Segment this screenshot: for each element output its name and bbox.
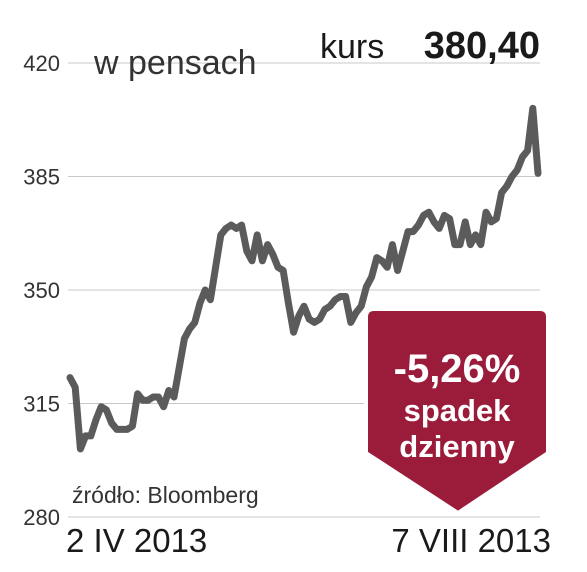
daily-change-callout: -5,26% spadek dzienny (364, 307, 550, 515)
y-tick-label: 280 (23, 505, 60, 530)
price-label: kurs (320, 28, 384, 66)
y-tick-label: 315 (23, 392, 60, 417)
price-value: 380,40 (424, 25, 540, 67)
y-tick-label: 420 (23, 51, 60, 76)
callout-line-2: dzienny (399, 429, 515, 464)
unit-label: w pensach (93, 44, 257, 82)
source-label: źródło: Bloomberg (72, 482, 259, 508)
x-end-label: 7 VIII 2013 (391, 522, 551, 559)
daily-change-value: -5,26% (394, 347, 521, 391)
y-tick-label: 385 (23, 165, 60, 190)
down-arrow-badge (364, 307, 550, 515)
y-tick-label: 350 (23, 278, 60, 303)
price-series-line (66, 104, 542, 453)
callout-line-1: spadek (404, 393, 512, 428)
y-axis-ticks: 420 385 350 315 280 (23, 51, 60, 530)
price-header: kurs 380,40 (320, 25, 540, 67)
x-start-label: 2 IV 2013 (66, 522, 207, 559)
